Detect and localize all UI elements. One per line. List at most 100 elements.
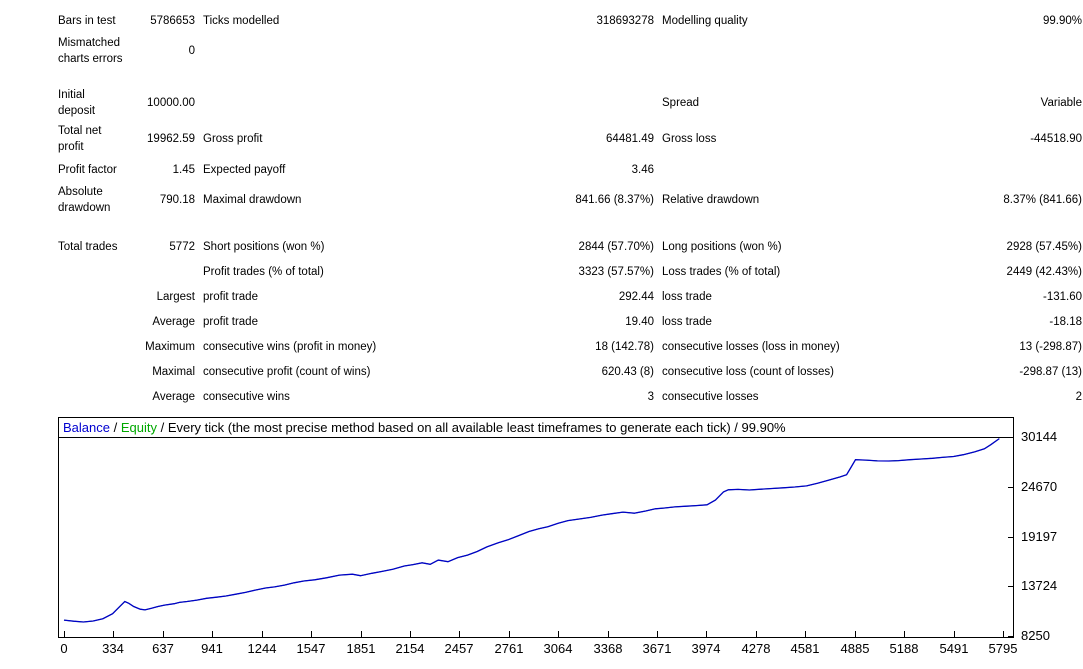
report-label: Profit trades (% of total) [203, 265, 324, 278]
report-value: 3.46 [631, 163, 654, 176]
report-row: Average consecutive wins 3 consecutive loss… [58, 384, 1083, 409]
y-axis-label: 19197 [1021, 529, 1058, 544]
report-row: Profit trades (% of total) 3323 (57.57%) L… [58, 259, 1083, 284]
report-value: 64481.49 [606, 133, 654, 145]
x-axis-label: 1244 [247, 641, 277, 656]
report-row: Profit factor 1.45 Expected payoff 3.46 [58, 157, 1083, 182]
report-label: loss trade [662, 290, 712, 303]
report-label: Mismatched charts errors [58, 37, 123, 65]
x-axis-label: 0 [60, 641, 68, 656]
report-label: Relative drawdown [662, 194, 760, 206]
x-axis-label: 5795 [988, 641, 1018, 656]
report-row: Bars in test 5786653 Ticks modelled 3186932… [58, 8, 1083, 33]
report-label: Profit factor [58, 163, 117, 176]
report-value: 2449 (42.43%) [1006, 265, 1082, 278]
balance-chart: Balance / Equity / Every tick (the most … [58, 417, 1014, 638]
report-value: 2928 (57.45%) [1006, 240, 1082, 253]
report-value: 3323 (57.57%) [578, 265, 654, 278]
balance-line [63, 438, 1000, 623]
report-label: Absolute drawdown [58, 186, 111, 214]
report-label: Expected payoff [203, 163, 286, 176]
report-value: 841.66 (8.37%) [575, 194, 654, 206]
x-axis-label: 3974 [691, 641, 721, 656]
x-axis-label: 4581 [790, 641, 820, 656]
x-axis-label: 3064 [543, 641, 573, 656]
report-label: Maximal drawdown [203, 194, 302, 206]
y-axis-label: 24670 [1021, 479, 1058, 494]
report-value: 0 [188, 45, 195, 57]
report-row: Average profit trade 19.40 loss trade -18.18 [58, 309, 1083, 334]
report-value: 5772 [169, 240, 195, 253]
legend-separator: / [156, 420, 168, 435]
report-value: Average [152, 390, 195, 403]
report-label: Loss trades (% of total) [662, 265, 781, 278]
x-axis-label: 1547 [296, 641, 326, 656]
report-value: 3 [647, 390, 654, 403]
report-value: -44518.90 [1030, 133, 1082, 145]
x-axis-label: 2154 [395, 641, 425, 656]
report-row: Absolute drawdown 790.18 Maximal drawdown 8… [58, 182, 1083, 218]
report-value: -298.87 (13) [1019, 365, 1082, 378]
report-label: Gross loss [662, 133, 717, 145]
report-value: 1.45 [172, 163, 195, 176]
report-value: 620.43 (8) [601, 365, 654, 378]
report-row: Mismatched charts errors 0 [58, 33, 1083, 69]
report-value: 19.40 [625, 315, 654, 328]
chart-area: Balance / Equity / Every tick (the most … [58, 417, 1083, 669]
x-axis-label: 334 [102, 641, 124, 656]
x-axis-label: 2457 [444, 641, 474, 656]
report-value: 318693278 [596, 14, 654, 27]
report-label: Spread [662, 97, 700, 109]
report-value: 10000.00 [147, 97, 195, 109]
report-row: Total trades 5772 Short positions (won %) 2… [58, 234, 1083, 259]
legend-method-text: Every tick (the most precise method base… [167, 420, 786, 435]
x-axis-label: 3368 [593, 641, 623, 656]
report-value: Largest [156, 290, 195, 303]
report-row: Maximum consecutive wins (profit in money… [58, 334, 1083, 359]
report-label: profit trade [203, 290, 258, 303]
report-label: Modelling quality [662, 14, 748, 27]
legend-separator: / [109, 420, 121, 435]
report-label: Total trades [58, 240, 118, 253]
report-value: 99.90% [1042, 14, 1082, 27]
report-label: consecutive wins [203, 390, 290, 403]
y-axis-label: 13724 [1021, 578, 1058, 593]
x-axis-label: 4885 [840, 641, 870, 656]
report-row: Largest profit trade 292.44 loss trade -131.… [58, 284, 1083, 309]
report-row: Initial deposit 10000.00 Spread Variable [58, 85, 1083, 121]
report-value: 13 (-298.87) [1019, 340, 1082, 353]
chart-legend: Balance / Equity / Every tick (the most … [63, 420, 786, 435]
report-table: Bars in test 5786653 Ticks modelled 3186932… [58, 8, 1083, 409]
report-label: Ticks modelled [203, 14, 280, 27]
x-axis-label: 941 [201, 641, 223, 656]
report-value: Maximal [152, 365, 195, 378]
y-axis-label: 30144 [1021, 429, 1058, 444]
x-axis-label: 1851 [346, 641, 376, 656]
report-value: Maximum [145, 340, 195, 353]
x-axis-label: 637 [152, 641, 174, 656]
report-value: 8.37% (841.66) [1003, 194, 1082, 206]
report-label: consecutive loss (count of losses) [662, 365, 834, 378]
report-label: profit trade [203, 315, 258, 328]
x-axis-label: 5188 [889, 641, 919, 656]
report-label: Initial deposit [58, 89, 96, 117]
report-value: 2 [1075, 390, 1082, 403]
x-axis-label: 3671 [642, 641, 672, 656]
legend-balance-label: Balance [63, 420, 110, 435]
report-label: loss trade [662, 315, 712, 328]
x-axis-label: 5491 [939, 641, 969, 656]
report-label: Bars in test [58, 14, 116, 27]
legend-equity-label: Equity [120, 420, 157, 435]
x-axis-label: 2761 [494, 641, 524, 656]
report-value: 292.44 [618, 290, 654, 303]
report-label: Long positions (won %) [662, 240, 782, 253]
report-row: Maximal consecutive profit (count of wins… [58, 359, 1083, 384]
report-label: consecutive wins (profit in money) [203, 340, 377, 353]
report-label: Total net profit [58, 125, 102, 153]
report-label: consecutive losses [662, 390, 759, 403]
report-value: 19962.59 [147, 133, 195, 145]
report-label: Gross profit [203, 133, 263, 145]
report-value: -18.18 [1049, 315, 1082, 328]
equity-chart-svg [59, 437, 1013, 637]
